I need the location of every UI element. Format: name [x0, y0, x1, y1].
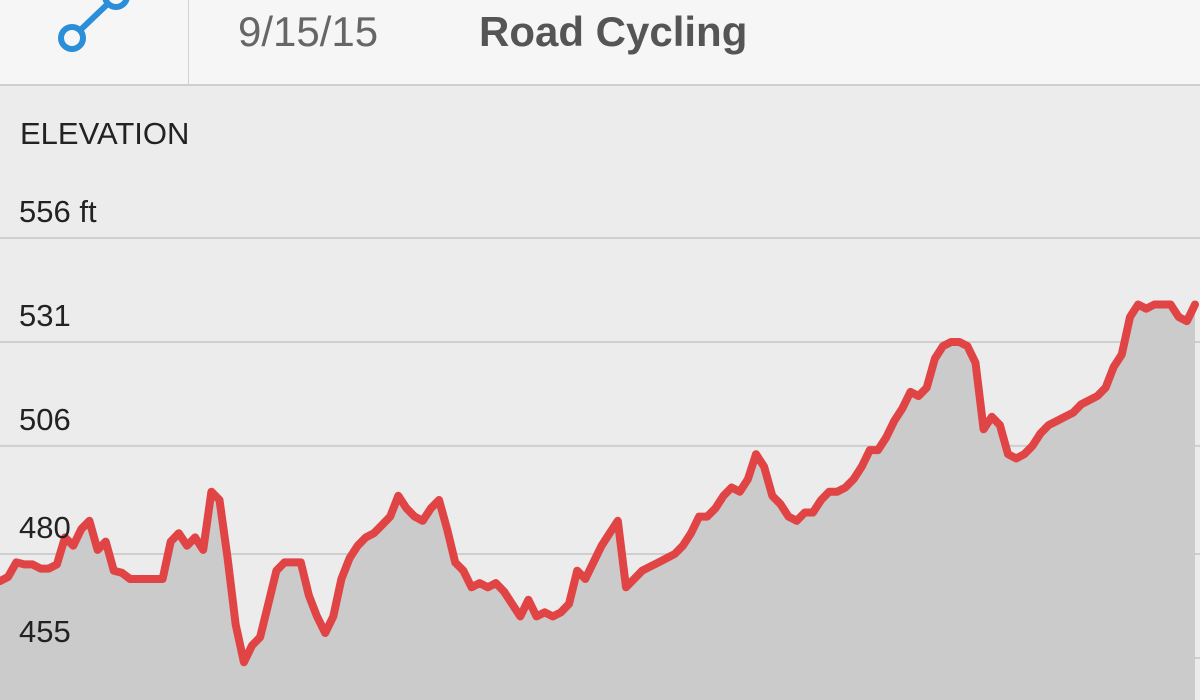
route-icon: [58, 0, 130, 52]
y-axis-label: 480: [19, 510, 71, 546]
y-axis-label: 455: [19, 614, 71, 649]
activity-date: 9/15/15: [238, 8, 379, 55]
y-axis-label: 506: [19, 401, 71, 437]
y-axis-label: 531: [19, 297, 71, 333]
app-header: 9/15/15 Road Cycling: [0, 0, 1200, 86]
elevation-area: [0, 304, 1195, 700]
elevation-chart[interactable]: [0, 88, 1200, 700]
elevation-title: ELEVATION: [20, 116, 190, 151]
elevation-panel: ELEVATION 556 ft 531 506 480 455: [0, 88, 1200, 700]
activity-title[interactable]: Road Cycling: [479, 8, 748, 55]
elevation-line: [0, 300, 1199, 667]
y-axis-label: 556 ft: [19, 194, 97, 229]
activity-type-button[interactable]: [0, 0, 189, 86]
